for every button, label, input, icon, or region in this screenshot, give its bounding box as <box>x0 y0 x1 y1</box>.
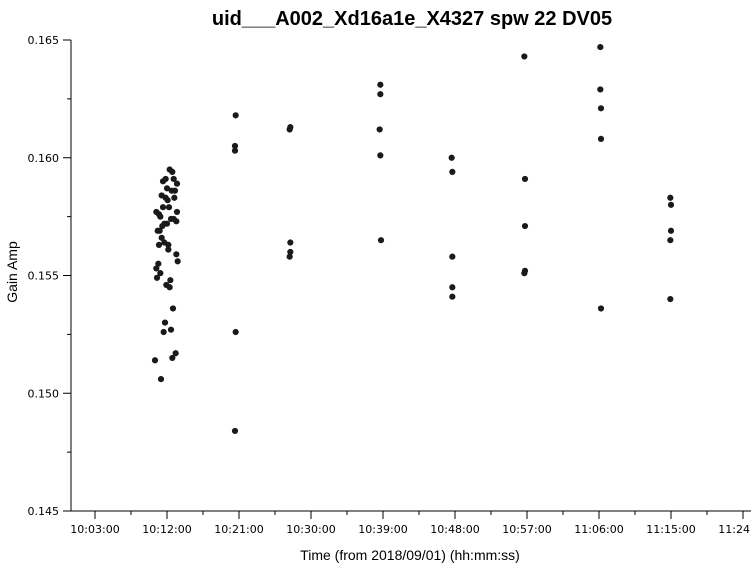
data-point <box>287 248 294 256</box>
x-tick-label: 10:30:00 <box>286 523 335 536</box>
x-axis-ticks: 10:03:00 10:12:00 10:21:00 10:30:00 10:39:00… <box>70 511 751 536</box>
data-point <box>521 53 528 60</box>
data-point <box>287 239 294 246</box>
data-point <box>167 326 175 333</box>
data-point <box>667 237 674 244</box>
data-point <box>157 213 164 220</box>
data-point <box>449 253 456 260</box>
data-point <box>155 241 163 248</box>
data-point <box>165 204 173 211</box>
data-point <box>376 126 383 133</box>
data-point <box>377 81 384 88</box>
data-point <box>173 251 180 258</box>
data-point <box>169 354 176 362</box>
data-point <box>160 328 167 336</box>
x-tick-label: 11:15:00 <box>646 523 695 536</box>
x-tick-label: 10:03:00 <box>70 523 119 536</box>
data-point <box>377 91 384 98</box>
data-point <box>166 284 173 291</box>
data-point <box>449 293 456 300</box>
x-tick-label: 10:39:00 <box>358 523 407 536</box>
y-tick-label: 0.160 <box>28 152 60 165</box>
data-point <box>521 270 528 277</box>
data-point <box>597 86 604 93</box>
data-point <box>173 180 181 187</box>
data-point <box>231 147 239 154</box>
data-point <box>597 135 605 143</box>
x-tick-label: 10:48:00 <box>430 523 479 536</box>
data-point <box>231 142 239 150</box>
data-point <box>167 277 174 284</box>
x-tick-label: 10:57:00 <box>502 523 551 536</box>
data-point <box>165 246 172 253</box>
data-point <box>173 208 181 216</box>
data-point <box>597 105 605 112</box>
y-axis-ticks: 0.145 0.150 0.155 0.160 0.165 <box>28 34 71 518</box>
x-tick-label: 11:06:00 <box>574 523 623 536</box>
data-point <box>170 175 177 183</box>
y-axis-label: Gain Amp <box>4 241 20 303</box>
data-point <box>667 201 675 208</box>
data-point <box>521 175 529 183</box>
data-point <box>232 328 239 336</box>
x-tick-label: 10:12:00 <box>142 523 191 536</box>
data-point <box>169 305 177 312</box>
x-tick-label: 11:24:00 <box>718 523 751 536</box>
data-point <box>667 194 674 201</box>
y-tick-label: 0.155 <box>28 270 60 283</box>
data-point <box>667 295 674 303</box>
y-tick-label: 0.150 <box>28 387 60 400</box>
data-points <box>151 43 675 435</box>
data-point <box>286 253 293 260</box>
y-tick-label: 0.145 <box>28 505 60 518</box>
data-point <box>172 350 179 357</box>
data-point <box>153 274 161 281</box>
data-point <box>162 175 169 183</box>
x-tick-label: 10:21:00 <box>214 523 263 536</box>
data-point <box>173 218 180 225</box>
y-tick-label: 0.165 <box>28 34 60 47</box>
data-point <box>597 43 604 51</box>
data-point <box>449 168 456 175</box>
data-point <box>232 112 239 119</box>
data-point <box>151 357 159 364</box>
data-point <box>597 305 605 312</box>
data-point <box>169 168 176 175</box>
data-point <box>161 319 169 326</box>
data-point <box>171 194 178 201</box>
data-point <box>153 265 160 272</box>
data-point <box>377 237 385 244</box>
data-point <box>667 227 675 234</box>
chart-title: uid___A002_Xd16a1e_X4327 spw 22 DV05 <box>212 8 612 30</box>
data-point <box>171 187 179 194</box>
data-point <box>157 270 164 277</box>
x-axis-label: Time (from 2018/09/01) (hh:mm:ss) <box>300 547 520 563</box>
data-point <box>231 427 239 435</box>
data-point <box>164 197 171 204</box>
data-point <box>163 185 171 192</box>
data-point <box>521 222 529 230</box>
data-point <box>159 204 167 211</box>
data-point <box>158 234 165 241</box>
data-point <box>157 376 165 383</box>
data-point <box>449 284 456 291</box>
data-point <box>163 220 171 227</box>
data-point <box>156 227 163 234</box>
data-point <box>377 152 384 159</box>
data-point <box>165 241 172 248</box>
data-point <box>448 154 455 161</box>
data-point <box>287 124 294 131</box>
data-point <box>174 258 181 265</box>
data-point <box>155 260 162 267</box>
